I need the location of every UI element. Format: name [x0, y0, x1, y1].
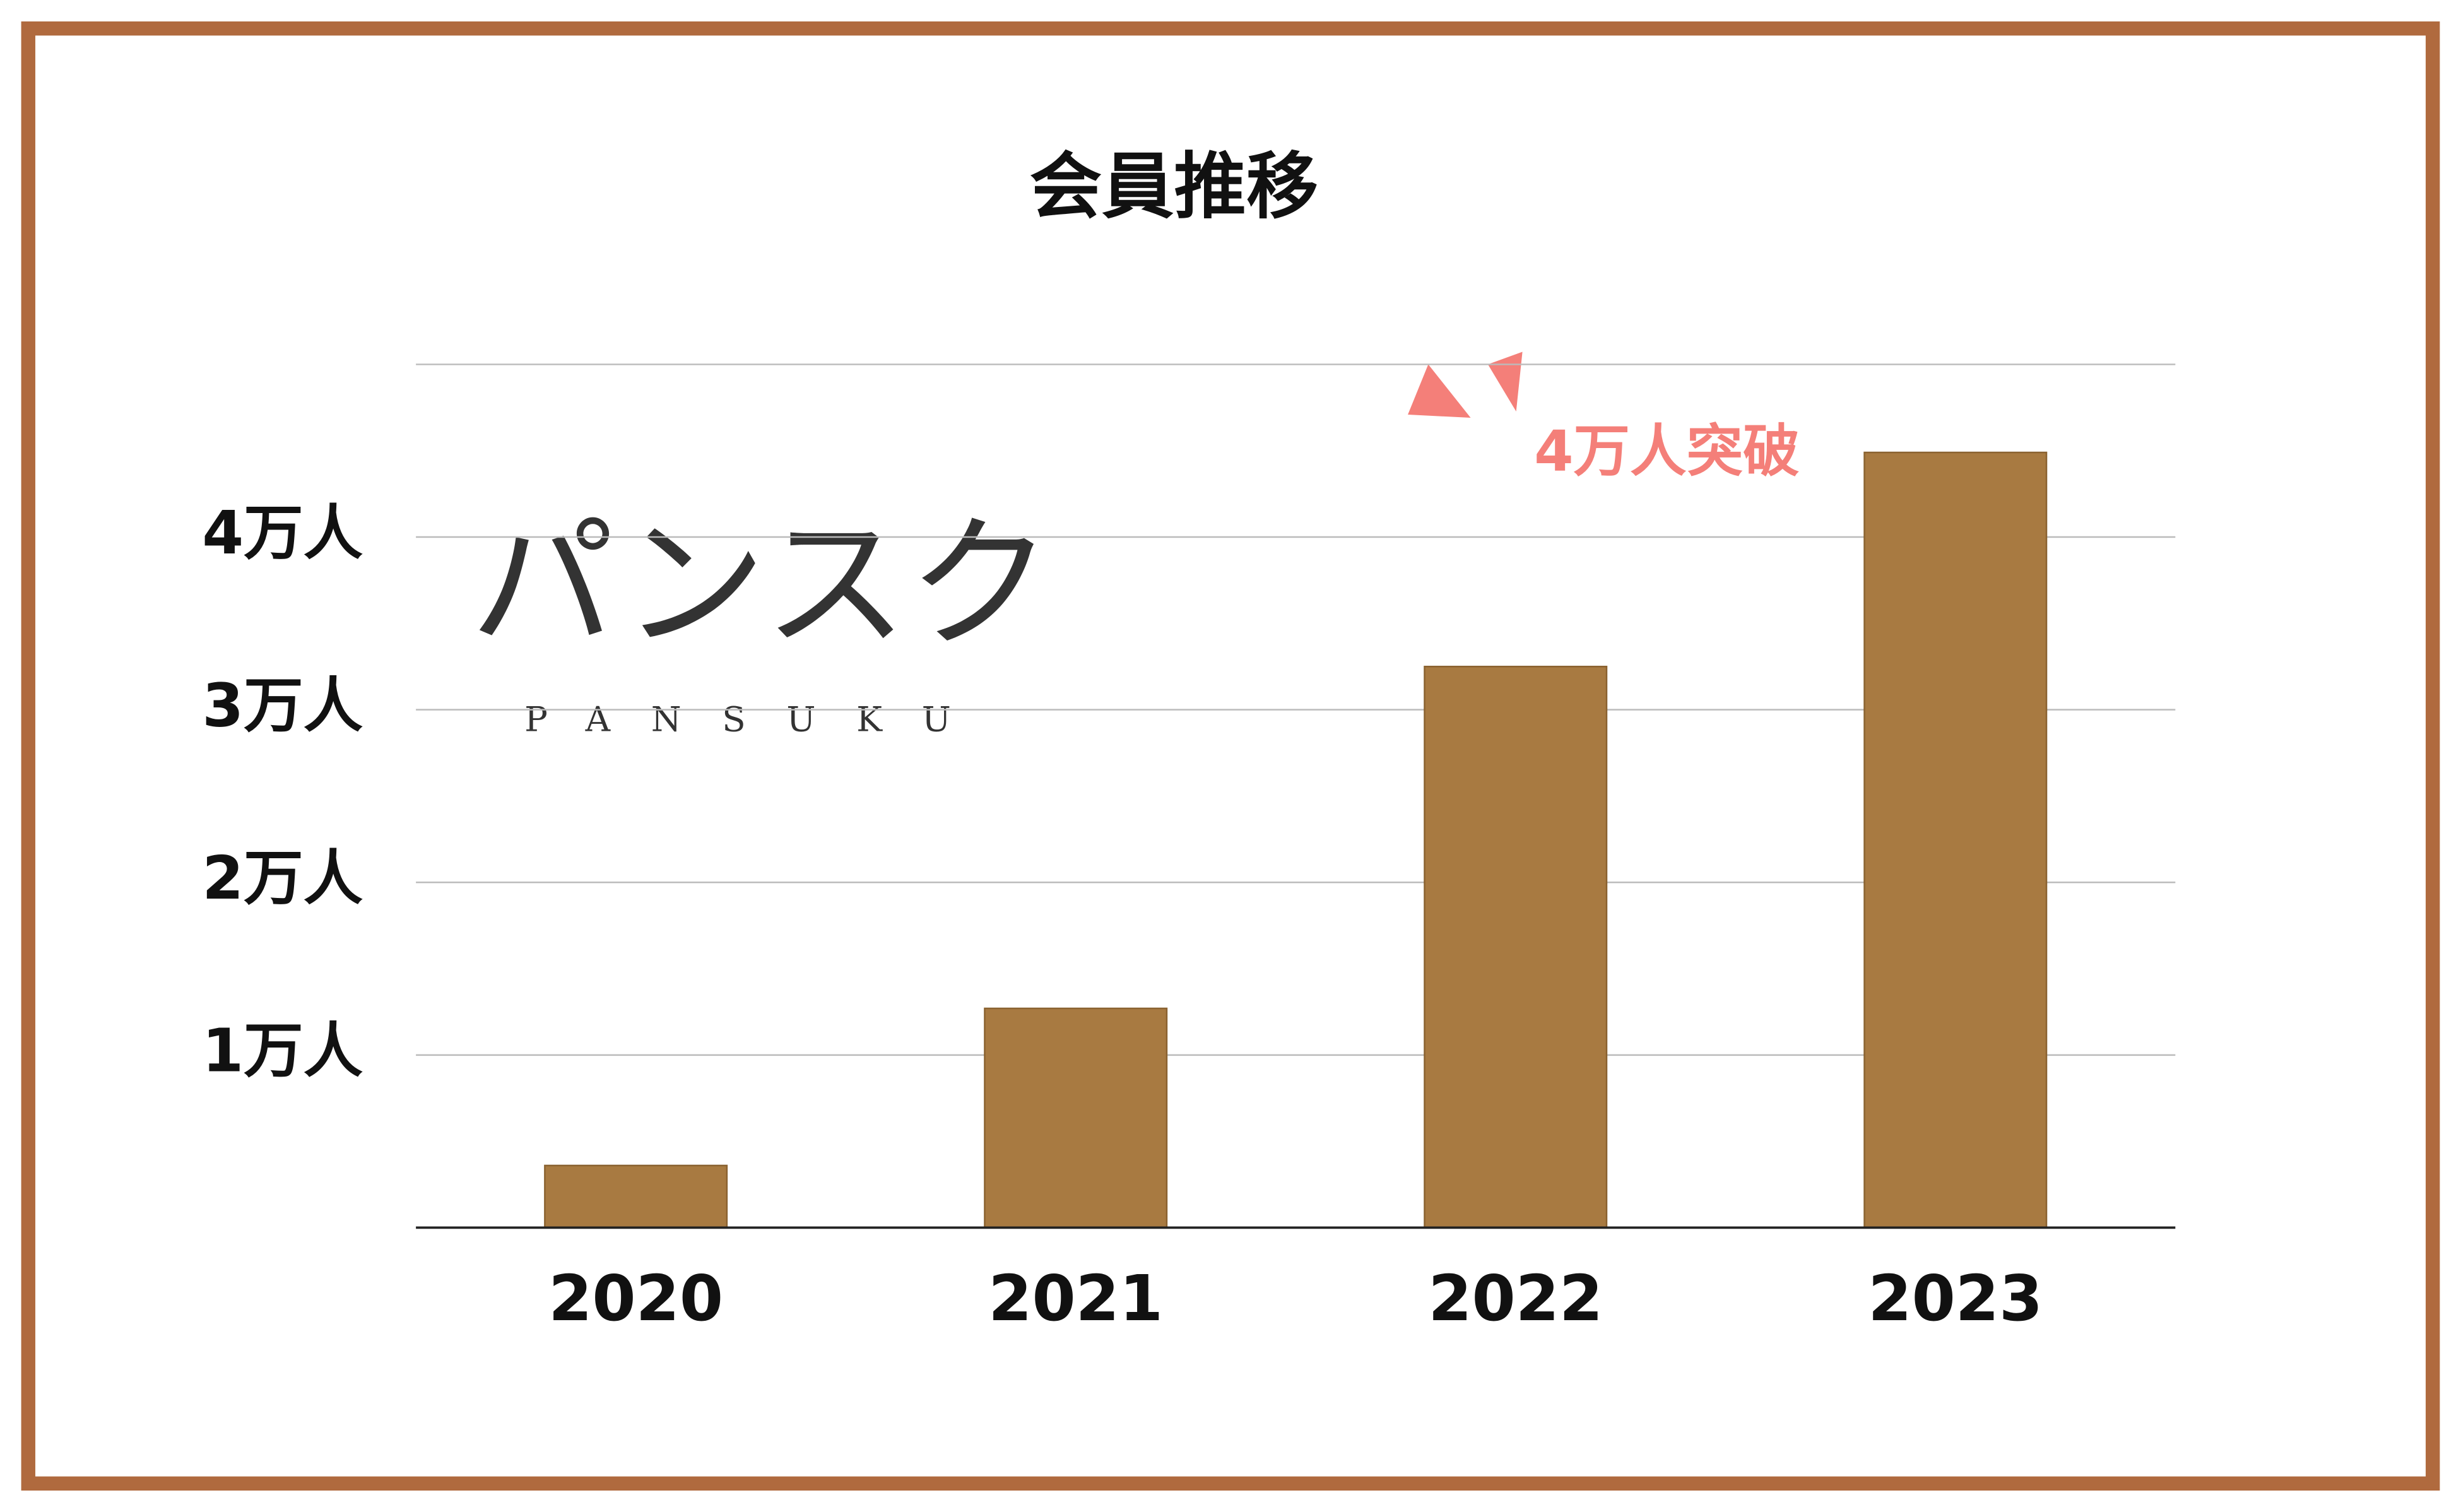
- frame: [21, 21, 2440, 1491]
- x-tick-label: 2021: [988, 1263, 1163, 1335]
- chart-title: 会員推移: [1030, 145, 1319, 228]
- y-tick-label: 1万人: [202, 1017, 363, 1086]
- bar: [544, 1164, 728, 1229]
- logo-title: パンスク: [470, 500, 1052, 668]
- logo-subtitle: PANSUKU: [524, 699, 991, 740]
- annotation: 4万人突破: [1534, 419, 1799, 485]
- bar: [1863, 451, 2048, 1229]
- bar: [984, 1007, 1168, 1229]
- x-tick-label: 2023: [1868, 1263, 2043, 1335]
- y-tick-label: 2万人: [202, 844, 363, 913]
- bar: [1424, 665, 1608, 1229]
- x-tick-label: 2020: [548, 1263, 723, 1335]
- annotation-accent: [1487, 351, 1523, 412]
- x-tick-label: 2022: [1428, 1263, 1603, 1335]
- y-tick-label: 4万人: [202, 499, 363, 568]
- y-tick-label: 3万人: [202, 671, 363, 741]
- annotation-accent: [1408, 364, 1471, 418]
